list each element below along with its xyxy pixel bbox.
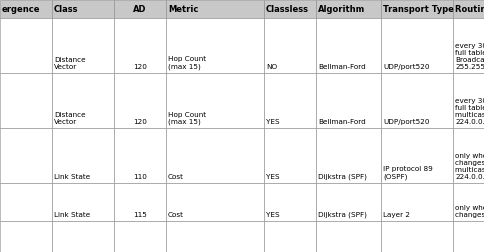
Text: ergence: ergence bbox=[2, 5, 41, 14]
Text: every 30 seconds
full table
Broadcast
255.255.255.255: every 30 seconds full table Broadcast 25… bbox=[455, 43, 484, 70]
Bar bbox=[52, 73, 114, 128]
Text: NO: NO bbox=[266, 64, 277, 70]
Bar bbox=[0, 0, 52, 18]
Bar bbox=[316, 128, 381, 183]
Text: only when
changes occurs: only when changes occurs bbox=[455, 205, 484, 218]
Bar bbox=[264, 73, 316, 128]
Text: Dijkstra (SPF): Dijkstra (SPF) bbox=[318, 211, 367, 218]
Bar bbox=[166, 0, 264, 18]
Text: YES: YES bbox=[266, 174, 280, 180]
Bar bbox=[114, 73, 166, 128]
Bar bbox=[381, 128, 453, 183]
Bar bbox=[114, 0, 166, 18]
Text: Layer 2: Layer 2 bbox=[383, 212, 410, 218]
Bar bbox=[316, 221, 381, 252]
Text: Bellman-Ford: Bellman-Ford bbox=[318, 119, 366, 125]
Bar bbox=[114, 18, 166, 73]
Text: Transport Type: Transport Type bbox=[383, 5, 454, 14]
Bar bbox=[52, 128, 114, 183]
Text: only when
changes occurs
multicast address
224.0.0.5-6: only when changes occurs multicast addre… bbox=[455, 153, 484, 180]
Bar bbox=[453, 183, 484, 221]
Text: Classless: Classless bbox=[266, 5, 309, 14]
Bar bbox=[381, 0, 453, 18]
Bar bbox=[381, 183, 453, 221]
Bar bbox=[381, 73, 453, 128]
Bar bbox=[264, 183, 316, 221]
Bar bbox=[316, 73, 381, 128]
Bar bbox=[381, 221, 453, 252]
Text: IP protocol 89
(OSPF): IP protocol 89 (OSPF) bbox=[383, 167, 433, 180]
Bar bbox=[316, 0, 381, 18]
Bar bbox=[264, 128, 316, 183]
Bar bbox=[264, 0, 316, 18]
Bar bbox=[0, 221, 52, 252]
Bar bbox=[453, 73, 484, 128]
Text: Metric: Metric bbox=[168, 5, 198, 14]
Text: Distance
Vector: Distance Vector bbox=[54, 112, 86, 125]
Text: 115: 115 bbox=[133, 212, 147, 218]
Text: YES: YES bbox=[266, 119, 280, 125]
Bar bbox=[166, 128, 264, 183]
Bar bbox=[166, 18, 264, 73]
Bar bbox=[52, 18, 114, 73]
Bar bbox=[316, 183, 381, 221]
Bar bbox=[52, 221, 114, 252]
Text: Dijkstra (SPF): Dijkstra (SPF) bbox=[318, 173, 367, 180]
Text: 110: 110 bbox=[133, 174, 147, 180]
Text: 120: 120 bbox=[133, 119, 147, 125]
Text: Class: Class bbox=[54, 5, 78, 14]
Text: every 30 seconds
full table
multicast address
224.0.0.9: every 30 seconds full table multicast ad… bbox=[455, 98, 484, 125]
Bar bbox=[381, 18, 453, 73]
Bar bbox=[0, 128, 52, 183]
Text: Distance
Vector: Distance Vector bbox=[54, 57, 86, 70]
Text: Cost: Cost bbox=[168, 212, 184, 218]
Bar bbox=[453, 128, 484, 183]
Text: Link State: Link State bbox=[54, 174, 90, 180]
Text: Hop Count
(max 15): Hop Count (max 15) bbox=[168, 56, 206, 70]
Bar bbox=[166, 183, 264, 221]
Bar bbox=[114, 183, 166, 221]
Text: AD: AD bbox=[133, 5, 147, 14]
Bar bbox=[0, 18, 52, 73]
Bar bbox=[453, 221, 484, 252]
Bar bbox=[114, 128, 166, 183]
Text: UDP/port520: UDP/port520 bbox=[383, 64, 429, 70]
Bar bbox=[453, 0, 484, 18]
Text: 120: 120 bbox=[133, 64, 147, 70]
Bar bbox=[114, 221, 166, 252]
Text: Hop Count
(max 15): Hop Count (max 15) bbox=[168, 111, 206, 125]
Text: Cost: Cost bbox=[168, 174, 184, 180]
Bar bbox=[0, 183, 52, 221]
Bar bbox=[316, 18, 381, 73]
Bar bbox=[52, 0, 114, 18]
Bar bbox=[52, 183, 114, 221]
Text: Routing updates: Routing updates bbox=[455, 5, 484, 14]
Bar bbox=[0, 73, 52, 128]
Text: YES: YES bbox=[266, 212, 280, 218]
Bar bbox=[453, 18, 484, 73]
Bar bbox=[166, 221, 264, 252]
Text: UDP/port520: UDP/port520 bbox=[383, 119, 429, 125]
Text: Algorithm: Algorithm bbox=[318, 5, 365, 14]
Text: Link State: Link State bbox=[54, 212, 90, 218]
Bar bbox=[264, 221, 316, 252]
Text: Bellman-Ford: Bellman-Ford bbox=[318, 64, 366, 70]
Bar bbox=[166, 73, 264, 128]
Bar bbox=[264, 18, 316, 73]
